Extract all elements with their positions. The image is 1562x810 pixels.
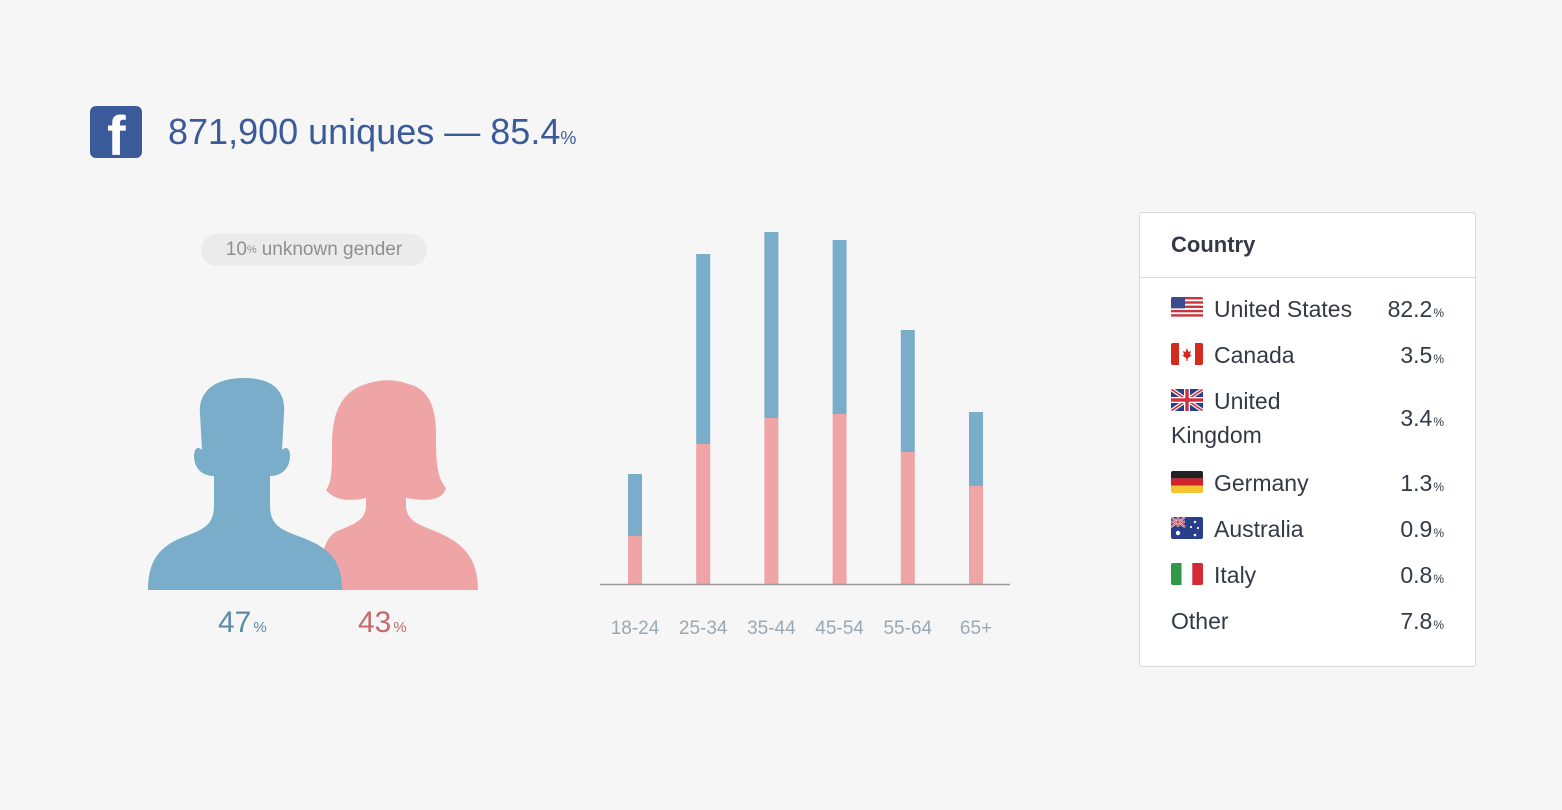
country-percentage-unit: %: [1433, 479, 1444, 494]
country-label: Other: [1171, 608, 1229, 634]
country-row: Germany 1.3%: [1140, 466, 1475, 500]
bar-45-54-male: [832, 240, 847, 414]
country-name: United Kingdom: [1171, 384, 1331, 452]
x-tick-label: 65+: [960, 618, 992, 639]
x-tick-label: 35-44: [747, 618, 796, 639]
country-name: United States: [1171, 292, 1388, 326]
country-label: United States: [1214, 296, 1353, 322]
country-percentage: 82.2: [1387, 295, 1433, 322]
bar-35-44-female: [764, 418, 779, 584]
country-label: Italy: [1214, 562, 1257, 588]
country-name: Italy: [1171, 558, 1400, 592]
unknown-gender-unit: %: [246, 244, 257, 256]
country-name: Germany: [1171, 466, 1400, 500]
country-name: Canada: [1171, 338, 1400, 372]
country-percentage-unit: %: [1433, 351, 1444, 366]
unknown-gender-label: unknown gender: [261, 239, 403, 260]
au-flag-icon: [1171, 517, 1203, 539]
country-value: 0.8%: [1400, 562, 1444, 589]
country-row: United States 82.2%: [1140, 292, 1475, 326]
bar-45-54-female: [832, 414, 847, 584]
title-separator: —: [444, 111, 481, 152]
country-panel-title: Country: [1140, 213, 1475, 278]
female-percentage: 43%: [358, 606, 407, 640]
facebook-icon: f: [90, 106, 142, 164]
country-panel: Country United States 82.2% Canada 3.5% Unit…: [1139, 212, 1476, 667]
country-percentage-unit: %: [1433, 525, 1444, 540]
bar-55-64-male: [900, 330, 915, 452]
share-unit: %: [560, 128, 577, 148]
share-value: 85.4: [490, 111, 561, 152]
country-row: United Kingdom 3.4%: [1140, 384, 1475, 452]
bar-25-34-male: [696, 254, 711, 444]
bar-65+-female: [969, 486, 983, 584]
us-flag-icon: [1171, 297, 1203, 319]
bar-18-24-female: [628, 536, 642, 584]
country-value: 82.2%: [1388, 296, 1444, 323]
country-percentage-unit: %: [1433, 305, 1444, 320]
country-percentage: 3.5: [1400, 341, 1433, 368]
bar-55-64-female: [900, 452, 915, 584]
x-tick-label: 18-24: [611, 618, 660, 639]
male-unit: %: [253, 619, 267, 636]
ca-flag-icon: [1171, 343, 1203, 365]
country-row: Other 7.8%: [1140, 604, 1475, 638]
country-percentage: 0.9: [1400, 515, 1433, 542]
male-value: 47: [218, 606, 252, 639]
country-percentage-unit: %: [1433, 617, 1444, 632]
x-tick-label: 45-54: [815, 618, 864, 639]
uniques-count: 871,900 uniques: [168, 111, 435, 152]
country-row: Canada 3.5%: [1140, 338, 1475, 372]
country-percentage: 3.4: [1400, 404, 1433, 431]
country-value: 7.8%: [1400, 608, 1444, 635]
country-row: Italy 0.8%: [1140, 558, 1475, 592]
page-header: f 871,900 uniques — 85.4%: [90, 104, 576, 164]
page-title: 871,900 uniques — 85.4%: [168, 98, 576, 166]
male-silhouette-icon: [148, 378, 342, 590]
country-name: Other: [1171, 604, 1400, 638]
country-label: Germany: [1214, 470, 1309, 496]
country-label: Australia: [1214, 516, 1304, 542]
country-percentage: 1.3: [1400, 469, 1433, 496]
country-value: 3.5%: [1400, 342, 1444, 369]
country-value: 1.3%: [1400, 470, 1444, 497]
x-tick-label: 55-64: [883, 618, 932, 639]
female-silhouette-icon: [320, 380, 478, 590]
country-row: Australia 0.9%: [1140, 512, 1475, 546]
bar-35-44-male: [764, 232, 779, 418]
country-percentage: 0.8: [1400, 561, 1433, 588]
country-label: Canada: [1214, 342, 1295, 368]
country-percentage-unit: %: [1433, 414, 1444, 429]
female-unit: %: [393, 619, 407, 636]
de-flag-icon: [1171, 471, 1203, 493]
bar-65+-male: [969, 412, 983, 486]
uk-flag-icon: [1171, 389, 1203, 411]
gender-silhouettes: [148, 378, 478, 590]
male-percentage: 47%: [218, 606, 267, 640]
country-value: 0.9%: [1400, 516, 1444, 543]
age-distribution-chart: 18-24 25-34 35-44 45-54 55-64 65+: [600, 232, 1010, 639]
country-name: Australia: [1171, 512, 1400, 546]
country-list: United States 82.2% Canada 3.5% United Kingd…: [1140, 278, 1475, 638]
x-tick-label: 25-34: [679, 618, 728, 639]
country-percentage: 7.8: [1400, 607, 1433, 634]
bar-18-24-male: [628, 474, 642, 536]
unknown-gender-badge: 10% unknown gender: [201, 234, 427, 266]
it-flag-icon: [1171, 563, 1203, 585]
bar-25-34-female: [696, 444, 711, 584]
country-label: United Kingdom: [1171, 388, 1281, 448]
female-value: 43: [358, 606, 392, 639]
unknown-gender-value: 10: [225, 239, 247, 260]
country-value: 3.4%: [1400, 405, 1444, 432]
country-percentage-unit: %: [1433, 571, 1444, 586]
